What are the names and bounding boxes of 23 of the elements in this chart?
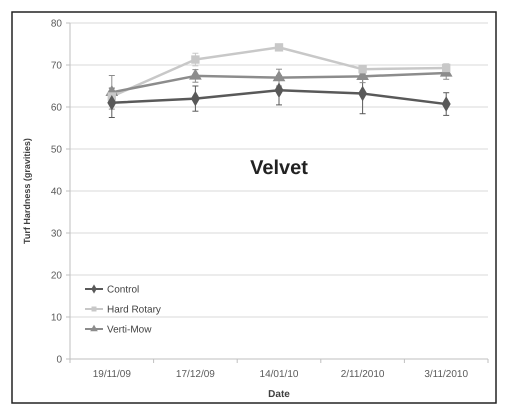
x-axis-title: Date [268, 389, 290, 400]
legend-label: Hard Rotary [107, 304, 161, 316]
y-tick-label: 40 [50, 186, 62, 198]
y-tick-label: 60 [50, 102, 62, 114]
y-tick-label: 80 [50, 18, 62, 30]
legend-label: Verti-Mow [107, 324, 152, 336]
x-tick-label: 17/12/09 [176, 369, 216, 380]
legend-label: Control [107, 284, 140, 296]
x-tick-label: 3/11/2010 [424, 369, 469, 380]
y-tick-label: 70 [50, 60, 62, 72]
point [274, 43, 284, 52]
y-tick-label: 50 [50, 144, 62, 156]
y-tick-label: 20 [50, 270, 62, 282]
y-axis-title: Turf Hardness (gravities) [22, 138, 32, 244]
y-tick-label: 30 [50, 228, 62, 240]
y-tick-label: 0 [56, 354, 62, 366]
text: Velvet [250, 157, 308, 180]
x-tick-label: 14/01/10 [260, 369, 299, 380]
point [191, 55, 200, 64]
y-tick-label: 10 [50, 312, 62, 324]
x-tick-label: 2/11/2010 [340, 369, 385, 380]
point [442, 64, 450, 72]
x-tick-label: 19/11/09 [92, 369, 132, 380]
